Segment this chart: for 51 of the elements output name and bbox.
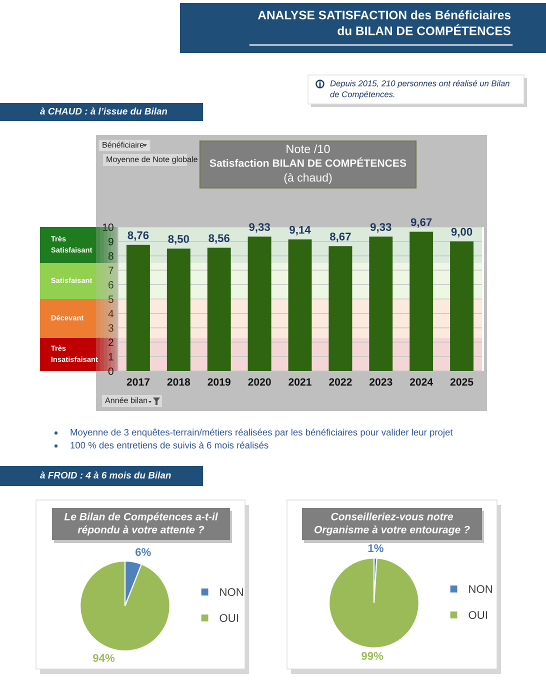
y-tick-label: 5 xyxy=(108,296,114,303)
x-tick-label: 2018 xyxy=(167,378,190,386)
data-label: 8,56 xyxy=(208,234,230,244)
text: ANALYSE SATISFACTION des Bénéficiaires du BILAN DE COMPÉTENCES xyxy=(258,10,511,36)
data-label: 9,33 xyxy=(249,223,270,233)
data-label: 1% xyxy=(368,544,384,552)
text: à CHAUD : à l’issue du Bilan xyxy=(40,108,168,115)
y-tick-label: 6 xyxy=(108,281,114,289)
x-tick-label: 2017 xyxy=(126,378,150,386)
x-tick-label: 2024 xyxy=(410,378,434,386)
y-axis-title: Moyenne de Note globale xyxy=(106,156,198,164)
text: Bénéficiaire xyxy=(102,142,144,148)
y-tick-label: 8 xyxy=(108,252,114,260)
text: Depuis 2015, 210 personnes ont réalisé un Bilan de Compétences. xyxy=(330,80,510,99)
chart-title: Satisfaction BILAN DE COMPÉTENCES xyxy=(210,157,406,167)
text: à FROID : 4 à 6 mois du Bilan xyxy=(40,472,171,479)
data-label: 9,67 xyxy=(410,218,432,228)
text: Moyenne de 3 enquêtes-terrain/métiers réalisées par les bénéficiaires pour valider leur projet xyxy=(70,428,453,438)
legend-label: OUI xyxy=(220,614,238,622)
y-tick-label: 1 xyxy=(108,353,114,360)
data-label: 9,00 xyxy=(451,228,472,238)
data-label: 8,67 xyxy=(330,232,351,242)
chart-title: Conseilleriez-vous notre Organisme à votre entourage ? xyxy=(314,512,470,536)
y-tick-label: 10 xyxy=(102,223,114,231)
x-tick-label: 2025 xyxy=(450,378,474,386)
y-tick-label: 2 xyxy=(108,338,114,346)
y-tick-label: 3 xyxy=(108,324,114,332)
data-label: 8,50 xyxy=(168,235,190,245)
x-axis-title: Année bilan xyxy=(105,397,148,404)
x-tick-label: 2021 xyxy=(288,378,312,386)
data-label: 9,14 xyxy=(290,226,311,236)
y-tick-label: 0 xyxy=(108,367,114,375)
x-tick-label: 2019 xyxy=(208,378,230,386)
data-label: 9,33 xyxy=(370,223,392,233)
data-label: 8,76 xyxy=(128,231,149,241)
y-tick-label: 4 xyxy=(108,310,114,318)
x-tick-label: 2022 xyxy=(329,378,352,386)
y-tick-label: 9 xyxy=(108,238,114,246)
legend-label: OUI xyxy=(468,611,487,619)
text: 100 % des entretiens de suivis à 6 mois réalisés xyxy=(70,442,268,448)
data-label: 94% xyxy=(93,654,115,662)
chart-subtitle: Note /10 xyxy=(286,144,330,154)
legend-label: NON xyxy=(469,585,492,594)
x-tick-label: 2023 xyxy=(370,378,392,386)
x-tick-label: 2020 xyxy=(248,378,271,386)
data-label: 99% xyxy=(362,652,384,660)
y-tick-label: 7 xyxy=(108,266,114,274)
legend-label: NON xyxy=(220,588,244,596)
text: (à chaud) xyxy=(284,173,332,184)
data-label: 6% xyxy=(136,548,151,556)
chart-title: Le Bilan de Compétences a-t-il répondu à votre attente ? xyxy=(64,512,218,536)
